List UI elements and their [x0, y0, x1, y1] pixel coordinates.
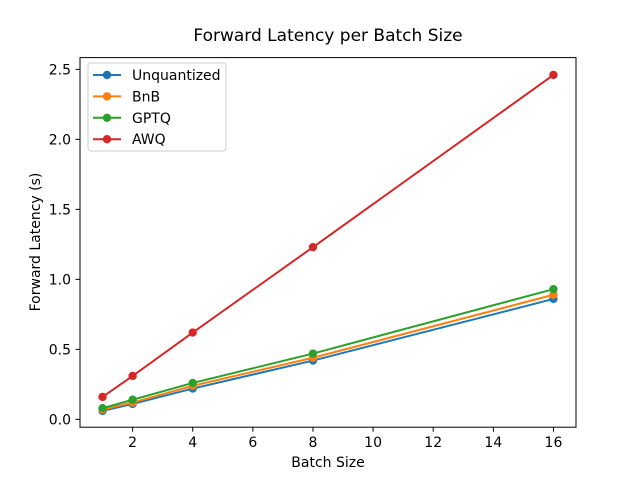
data-point-gptq	[549, 284, 558, 294]
legend-frame	[87, 62, 227, 152]
x-tick-label: 2	[128, 435, 137, 451]
legend-marker-bnb	[102, 92, 112, 101]
x-tick-label: 8	[309, 435, 318, 451]
legend-label-gptq: GPTQ	[132, 111, 171, 127]
y-tick-label: 0.5	[49, 342, 71, 358]
legend-label-awq: AWQ	[132, 132, 166, 148]
y-tick-label: 2.5	[49, 62, 71, 78]
x-axis-label: Batch Size	[291, 455, 364, 471]
data-point-awq	[549, 70, 558, 80]
y-tick-label: 1.0	[49, 272, 71, 288]
x-tick-label: 4	[188, 435, 197, 451]
data-point-gptq	[98, 403, 107, 413]
legend-marker-unquantized	[102, 70, 112, 80]
chart-title: Forward Latency per Batch Size	[193, 26, 462, 46]
legend-marker-gptq	[102, 113, 112, 123]
x-tick-label: 12	[424, 435, 442, 451]
data-point-awq	[98, 392, 107, 402]
legend-marker-awq	[102, 135, 112, 144]
legend: Unquantized BnB GPTQ AWQ	[87, 62, 227, 152]
data-point-gptq	[188, 378, 197, 388]
x-tick-label: 10	[364, 435, 382, 451]
y-axis-label: Forward Latency (s)	[28, 173, 44, 312]
data-point-gptq	[308, 349, 318, 358]
data-point-gptq	[128, 395, 137, 404]
y-tick-label: 0.0	[49, 412, 71, 428]
y-tick-label: 2.0	[49, 132, 71, 148]
data-point-awq	[128, 371, 137, 381]
y-tick-label: 1.5	[49, 202, 71, 218]
data-point-awq	[308, 242, 318, 252]
x-tick-label: 6	[248, 435, 257, 451]
x-tick-label: 14	[484, 435, 502, 451]
data-point-awq	[188, 328, 197, 337]
legend-label-unquantized: Unquantized	[132, 68, 221, 84]
legend-label-bnb: BnB	[132, 89, 160, 105]
x-tick-label: 16	[545, 435, 563, 451]
